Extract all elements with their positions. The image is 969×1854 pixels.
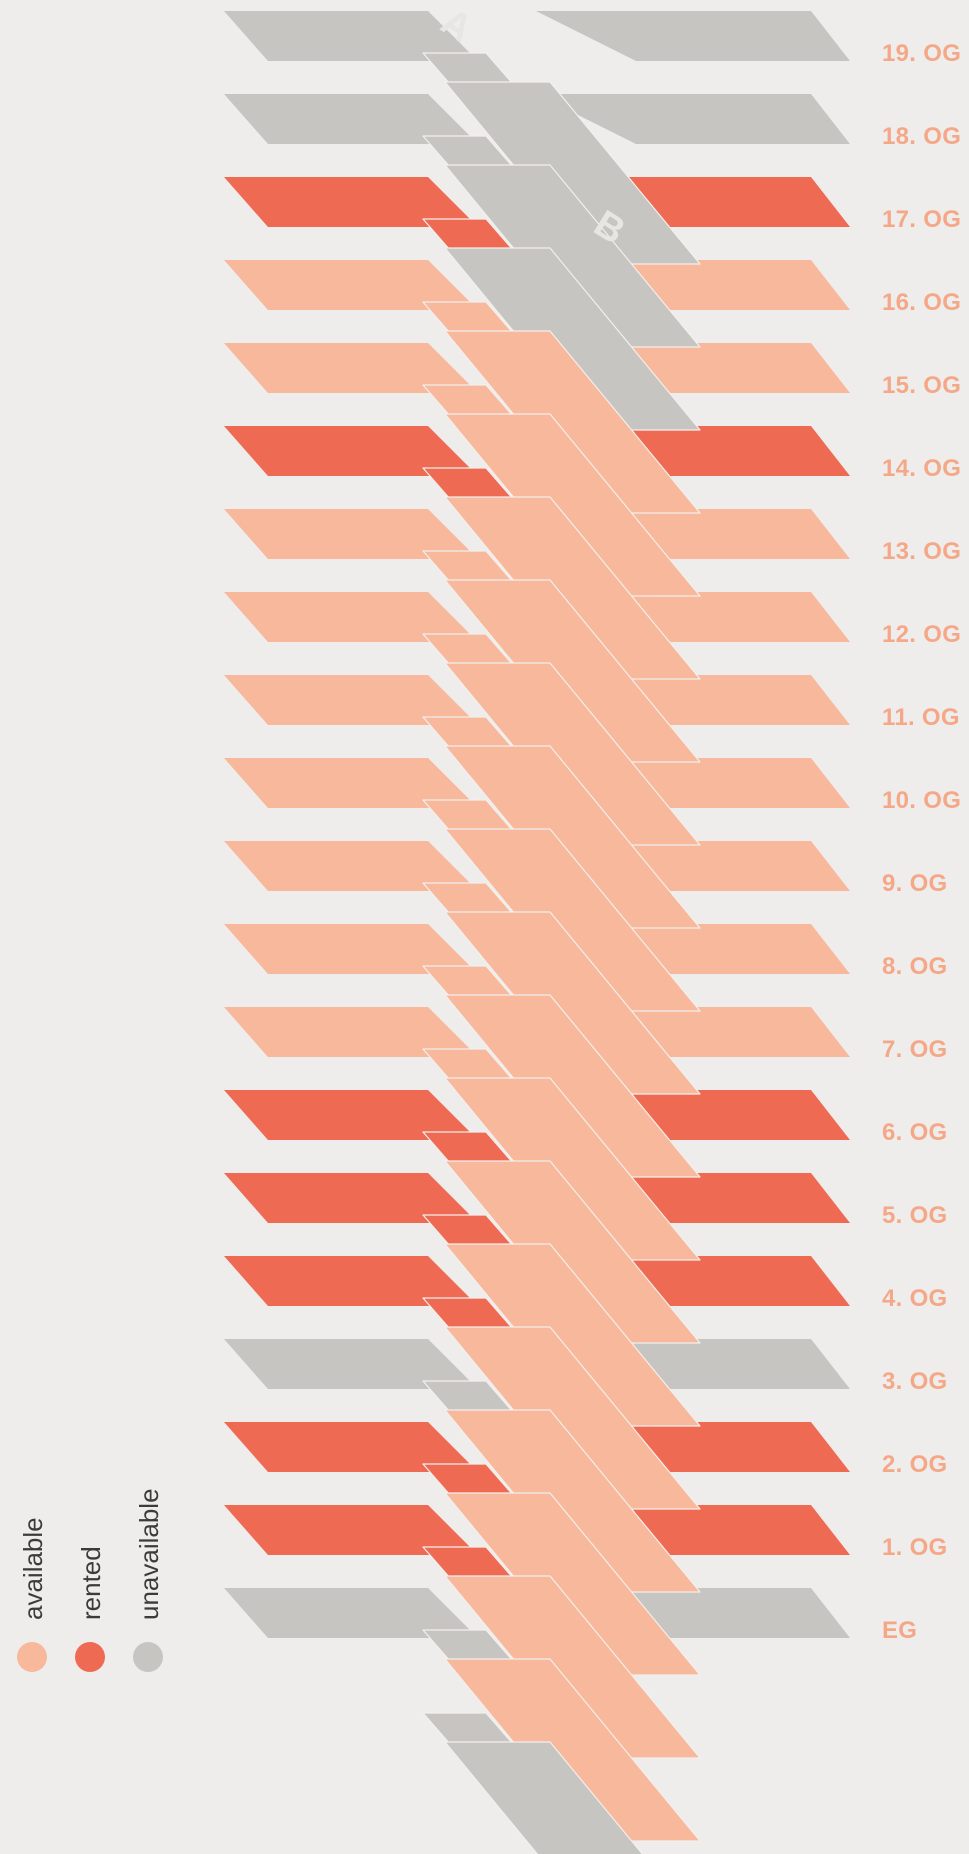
- floor-label: 2. OG: [882, 1451, 948, 1478]
- floor-label: 17. OG: [882, 206, 961, 233]
- floor-label: 14. OG: [882, 455, 961, 482]
- wing-right: [536, 11, 850, 61]
- floor-label: 10. OG: [882, 787, 961, 814]
- floor-label: 7. OG: [882, 1036, 948, 1063]
- legend-label-unavailable: unavailable: [134, 1488, 164, 1620]
- floor-label: 9. OG: [882, 870, 948, 897]
- floor-label: 16. OG: [882, 289, 961, 316]
- legend-dot-unavailable: [133, 1642, 163, 1672]
- floor-label: 19. OG: [882, 40, 961, 67]
- legend-dot-rented: [75, 1642, 105, 1672]
- legend-label-rented: rented: [76, 1546, 106, 1620]
- floor-label: 12. OG: [882, 621, 961, 648]
- floor-label: 1. OG: [882, 1534, 948, 1561]
- floor-label-layer: 19. OG 18. OG 17. OG 16. OG 15. OG 14. OG 13. …: [882, 40, 961, 1644]
- floor-label: EG: [882, 1617, 917, 1644]
- legend-dot-available: [17, 1642, 47, 1672]
- legend-label-available: available: [18, 1517, 48, 1620]
- legend: available rented unavailable: [17, 1488, 164, 1672]
- floor-label: 15. OG: [882, 372, 961, 399]
- floor-label: 13. OG: [882, 538, 961, 565]
- floor-label: 6. OG: [882, 1119, 948, 1146]
- floor-label: 4. OG: [882, 1285, 948, 1312]
- floor-label: 3. OG: [882, 1368, 948, 1395]
- floor-label: 11. OG: [882, 704, 960, 731]
- floor-label: 8. OG: [882, 953, 948, 980]
- floor-label: 18. OG: [882, 123, 961, 150]
- floor-label: 5. OG: [882, 1202, 948, 1229]
